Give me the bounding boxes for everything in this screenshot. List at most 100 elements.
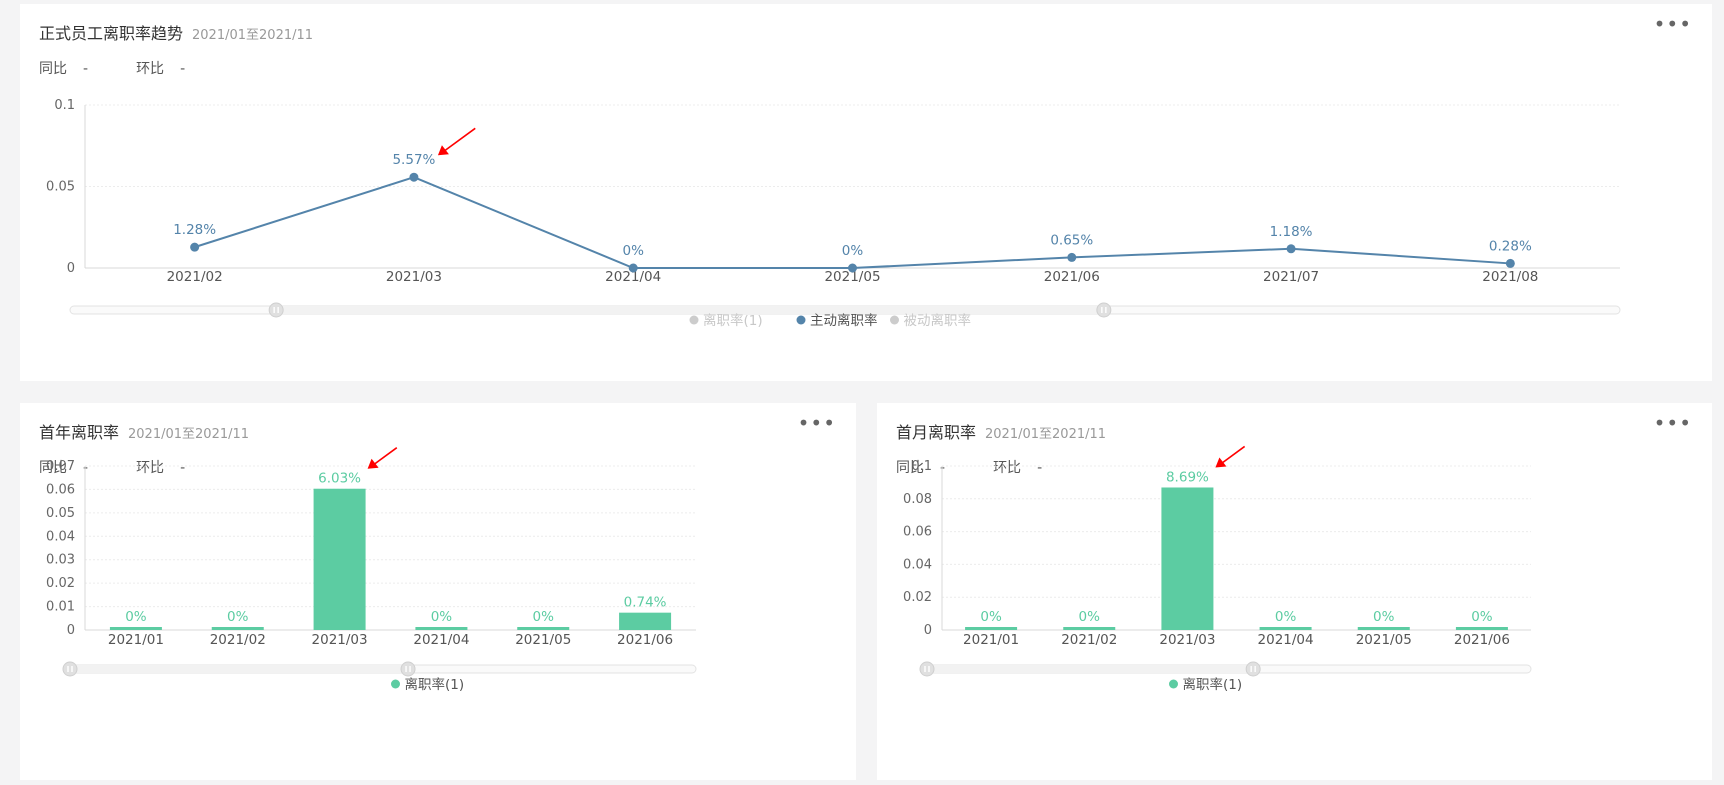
ellipsis-icon[interactable]: •••	[797, 411, 836, 435]
bar[interactable]	[965, 627, 1018, 630]
data-label: 0%	[842, 243, 864, 259]
data-point[interactable]	[1286, 244, 1296, 254]
first-month-turnover-panel: 首月离职率 2021/01至2021/11 同比 - 环比 - ••• 0 0.02 0.…	[877, 403, 1712, 780]
y-tick-label: 0.05	[46, 180, 75, 195]
first-year-turnover-chart: 0 0.01 0.02 0.03 0.04 0.05 0.06 0.07 2021/01 2021…	[46, 447, 697, 693]
zoom-slider-selection[interactable]	[276, 306, 1104, 314]
mom-label: 环比	[136, 460, 165, 476]
panel-title: 正式员工离职率趋势	[39, 24, 184, 43]
legend-marker[interactable]	[796, 315, 806, 325]
data-point[interactable]	[1505, 258, 1515, 268]
annotation-arrow-icon	[367, 447, 398, 469]
mom-value: -	[180, 460, 186, 476]
zoom-slider-selection[interactable]	[927, 665, 1254, 673]
mom-value: -	[1037, 460, 1043, 476]
data-label: 0%	[533, 609, 555, 625]
legend-marker[interactable]	[689, 315, 699, 325]
legend-item[interactable]: 被动离职率	[904, 312, 972, 329]
data-point[interactable]	[409, 172, 419, 182]
bar[interactable]	[211, 627, 264, 630]
zoom-slider-handle-left[interactable]	[919, 661, 935, 677]
legend-item[interactable]: 离职率(1)	[1183, 676, 1243, 693]
data-label: 0.74%	[624, 595, 667, 611]
first-year-turnover-panel: 首年离职率 2021/01至2021/11 同比 - 环比 - ••• 0 0.01 0.…	[20, 403, 856, 780]
legend-item[interactable]: 离职率(1)	[703, 312, 763, 329]
compare-row: 同比 - 环比 -	[896, 457, 1090, 477]
panel-title: 首年离职率	[39, 423, 120, 442]
y-tick-label: 0.04	[46, 529, 75, 544]
ellipsis-icon[interactable]: •••	[1653, 12, 1692, 36]
bar[interactable]	[1259, 627, 1312, 630]
bar[interactable]	[619, 612, 672, 630]
zoom-slider-handle-left[interactable]	[268, 302, 284, 318]
legend-item[interactable]: 主动离职率	[810, 312, 878, 329]
data-label: 0.65%	[1050, 232, 1093, 248]
zoom-slider-handle-right[interactable]	[1096, 302, 1112, 318]
y-tick-label: 0.1	[54, 98, 75, 113]
data-point[interactable]	[628, 263, 638, 273]
zoom-slider-handle-right[interactable]	[400, 661, 416, 677]
bar[interactable]	[1357, 627, 1410, 630]
data-point[interactable]	[848, 263, 857, 273]
data-label: 1.28%	[173, 222, 216, 238]
ellipsis-icon[interactable]: •••	[1653, 411, 1692, 435]
x-tick-label: 2021/05	[824, 269, 880, 285]
x-tick-label: 2021/07	[1263, 269, 1319, 285]
data-label: 0%	[227, 609, 249, 625]
y-tick-label: 0.08	[903, 492, 932, 507]
data-point[interactable]	[1067, 252, 1077, 262]
x-tick-label: 2021/02	[1061, 632, 1117, 648]
mom-label: 环比	[136, 61, 165, 77]
first-month-turnover-chart: 0 0.02 0.04 0.06 0.08 0.1 2021/01 2021/02 2021/0…	[903, 445, 1532, 693]
x-tick-label: 2021/03	[386, 269, 442, 285]
x-tick-label: 2021/02	[210, 632, 266, 648]
y-tick-label: 0.03	[46, 553, 75, 568]
y-tick-label: 0.06	[903, 525, 932, 540]
y-tick-label: 0.05	[46, 506, 75, 521]
x-tick-label: 2021/05	[515, 632, 571, 648]
zoom-slider-handle-left[interactable]	[62, 661, 78, 677]
annotation-arrow-icon	[437, 127, 476, 156]
x-tick-label: 2021/04	[1258, 632, 1314, 648]
bar[interactable]	[313, 488, 366, 630]
x-tick-label: 2021/06	[617, 632, 673, 648]
legend-item[interactable]: 离职率(1)	[405, 676, 465, 693]
x-tick-label: 2021/01	[963, 632, 1019, 648]
bar[interactable]	[109, 627, 162, 630]
yoy-label: 同比	[39, 61, 67, 77]
bar[interactable]	[1161, 487, 1214, 630]
yoy-value: -	[83, 460, 89, 476]
x-tick-label: 2021/01	[108, 632, 164, 648]
data-label: 6.03%	[318, 471, 361, 487]
y-tick-label: 0	[67, 261, 75, 276]
legend-marker[interactable]	[890, 315, 899, 325]
panel-title: 首月离职率	[896, 423, 977, 442]
zoom-slider-selection[interactable]	[70, 665, 409, 673]
bar[interactable]	[517, 627, 570, 630]
y-tick-label: 0.04	[903, 557, 932, 572]
data-label: 0%	[1079, 609, 1101, 625]
panel-date-range: 2021/01至2021/11	[128, 427, 250, 442]
annotation-arrow-icon	[1215, 445, 1246, 468]
bar[interactable]	[415, 627, 468, 630]
x-tick-label: 2021/04	[605, 269, 661, 285]
data-label: 0%	[980, 609, 1002, 625]
data-label: 0%	[125, 609, 147, 625]
y-tick-label: 0.02	[46, 576, 75, 591]
data-point[interactable]	[190, 242, 200, 252]
compare-row: 同比 - 环比 -	[39, 58, 233, 78]
bar[interactable]	[1455, 627, 1508, 630]
yoy-label: 同比	[896, 460, 924, 476]
legend-marker[interactable]	[391, 679, 400, 689]
x-tick-label: 2021/08	[1482, 269, 1538, 285]
y-tick-label: 0.1	[911, 459, 932, 474]
legend-marker[interactable]	[1169, 679, 1178, 689]
data-label: 0%	[623, 243, 645, 259]
data-label: 0%	[431, 609, 453, 625]
turnover-trend-chart: 0 0.05 0.1 2021/02 2021/03 2021/04 2021/05 2021…	[46, 98, 1621, 329]
yoy-label: 同比	[39, 460, 67, 476]
yoy-value: -	[83, 61, 89, 77]
bar[interactable]	[1063, 627, 1116, 630]
data-label: 0%	[1275, 609, 1297, 625]
zoom-slider-handle-right[interactable]	[1245, 661, 1261, 677]
